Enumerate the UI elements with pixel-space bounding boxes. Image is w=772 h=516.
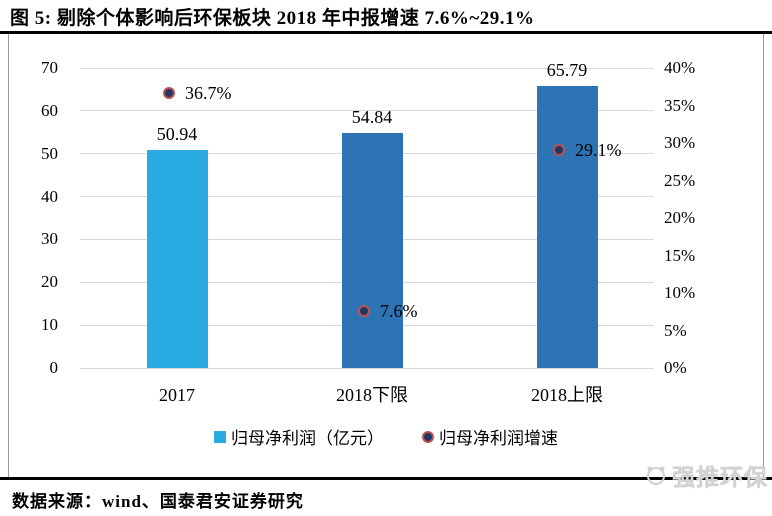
bar-series-swatch-icon (214, 430, 226, 443)
scatter-series-marker-icon (422, 430, 434, 443)
legend-label: 归母净利润（亿元） (231, 429, 384, 448)
legend-item-net-profit: 归母净利润（亿元） (214, 424, 384, 449)
watermark: 强推环保 (644, 458, 768, 492)
figure-title: 图 5: 剔除个体影响后环保板块 2018 年中报增速 7.6%~29.1% (10, 8, 535, 29)
bottom-divider (0, 477, 772, 480)
top-divider (0, 31, 772, 34)
legend-label: 归母净利润增速 (439, 429, 558, 448)
watermark-logo-icon (647, 466, 665, 485)
watermark-text: 强推环保 (672, 465, 768, 490)
data-source-note: 数据来源：wind、国泰君安证券研究 (12, 492, 304, 511)
chart-frame (8, 34, 764, 477)
legend-item-growth: 归母净利润增速 (422, 424, 558, 449)
chart-legend: 归母净利润（亿元） 归母净利润增速 (0, 424, 772, 449)
